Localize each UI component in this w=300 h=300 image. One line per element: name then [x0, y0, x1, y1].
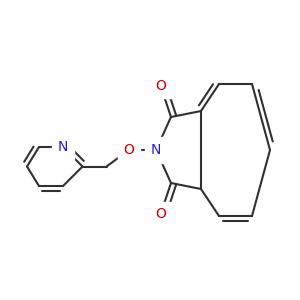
Text: O: O: [155, 208, 166, 221]
Text: N: N: [58, 140, 68, 154]
Text: O: O: [124, 143, 134, 157]
Text: O: O: [155, 79, 166, 92]
Text: N: N: [151, 143, 161, 157]
